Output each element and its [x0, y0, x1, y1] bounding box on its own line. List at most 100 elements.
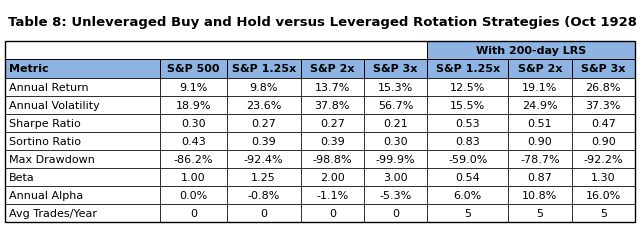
- Bar: [572, 60, 635, 79]
- Text: Metric: Metric: [9, 64, 49, 74]
- Bar: [364, 114, 428, 132]
- Text: -86.2%: -86.2%: [173, 154, 213, 164]
- Text: 15.3%: 15.3%: [378, 83, 413, 93]
- Bar: [227, 114, 301, 132]
- Bar: [428, 42, 635, 60]
- Text: 0.90: 0.90: [527, 136, 552, 146]
- Bar: [572, 204, 635, 222]
- Text: 56.7%: 56.7%: [378, 101, 413, 111]
- Text: Annual Volatility: Annual Volatility: [9, 101, 100, 111]
- Bar: [5, 132, 160, 150]
- Bar: [227, 150, 301, 168]
- Bar: [364, 168, 428, 186]
- Text: Sortino Ratio: Sortino Ratio: [9, 136, 81, 146]
- Bar: [508, 150, 572, 168]
- Text: 9.1%: 9.1%: [179, 83, 207, 93]
- Bar: [301, 168, 364, 186]
- Bar: [364, 204, 428, 222]
- Bar: [572, 168, 635, 186]
- Text: 0.30: 0.30: [181, 118, 205, 128]
- Bar: [364, 186, 428, 204]
- Bar: [5, 79, 160, 96]
- Text: -98.8%: -98.8%: [312, 154, 352, 164]
- Bar: [364, 96, 428, 114]
- Text: 13.7%: 13.7%: [315, 83, 350, 93]
- Bar: [227, 204, 301, 222]
- Text: 0: 0: [260, 208, 267, 218]
- Bar: [5, 60, 160, 79]
- Bar: [428, 132, 508, 150]
- Text: 0.83: 0.83: [456, 136, 480, 146]
- Text: 15.5%: 15.5%: [450, 101, 486, 111]
- Bar: [508, 186, 572, 204]
- Text: -5.3%: -5.3%: [380, 190, 412, 200]
- Text: S&P 1.25x: S&P 1.25x: [436, 64, 500, 74]
- Text: 1.30: 1.30: [591, 172, 616, 182]
- Bar: [301, 60, 364, 79]
- Bar: [5, 204, 160, 222]
- Bar: [5, 96, 160, 114]
- Text: S&P 2x: S&P 2x: [310, 64, 355, 74]
- Text: 18.9%: 18.9%: [175, 101, 211, 111]
- Bar: [428, 114, 508, 132]
- Bar: [428, 79, 508, 96]
- Bar: [572, 132, 635, 150]
- Text: Beta: Beta: [9, 172, 35, 182]
- Text: 0: 0: [392, 208, 399, 218]
- Text: 0.27: 0.27: [252, 118, 276, 128]
- Bar: [508, 60, 572, 79]
- Text: S&P 3x: S&P 3x: [581, 64, 625, 74]
- Text: 0.51: 0.51: [527, 118, 552, 128]
- Text: With 200-day LRS: With 200-day LRS: [476, 46, 586, 56]
- Bar: [508, 168, 572, 186]
- Bar: [160, 204, 227, 222]
- Text: 0.47: 0.47: [591, 118, 616, 128]
- Text: -78.7%: -78.7%: [520, 154, 560, 164]
- Bar: [508, 79, 572, 96]
- Text: 0: 0: [329, 208, 336, 218]
- Bar: [5, 42, 160, 60]
- Text: -59.0%: -59.0%: [448, 154, 488, 164]
- Bar: [428, 168, 508, 186]
- Bar: [364, 132, 428, 150]
- Bar: [364, 42, 428, 60]
- Bar: [301, 132, 364, 150]
- Text: 5: 5: [536, 208, 543, 218]
- Text: 0.39: 0.39: [252, 136, 276, 146]
- Text: -92.4%: -92.4%: [244, 154, 284, 164]
- Text: 0: 0: [190, 208, 196, 218]
- Text: Annual Alpha: Annual Alpha: [9, 190, 83, 200]
- Bar: [227, 96, 301, 114]
- Bar: [5, 114, 160, 132]
- Text: -0.8%: -0.8%: [248, 190, 280, 200]
- Bar: [5, 168, 160, 186]
- Text: Avg Trades/Year: Avg Trades/Year: [9, 208, 97, 218]
- Text: 5: 5: [600, 208, 607, 218]
- Text: S&P 3x: S&P 3x: [374, 64, 418, 74]
- Text: Table 8: Unleveraged Buy and Hold versus Leveraged Rotation Strategies (Oct 1928: Table 8: Unleveraged Buy and Hold versus…: [8, 16, 640, 29]
- Bar: [428, 204, 508, 222]
- Text: 37.3%: 37.3%: [586, 101, 621, 111]
- Bar: [160, 186, 227, 204]
- Bar: [227, 42, 301, 60]
- Bar: [428, 60, 508, 79]
- Bar: [160, 114, 227, 132]
- Bar: [160, 132, 227, 150]
- Text: 0.43: 0.43: [181, 136, 205, 146]
- Text: 0.90: 0.90: [591, 136, 616, 146]
- Text: Max Drawdown: Max Drawdown: [9, 154, 95, 164]
- Bar: [508, 204, 572, 222]
- Bar: [508, 132, 572, 150]
- Text: 9.8%: 9.8%: [250, 83, 278, 93]
- Bar: [227, 186, 301, 204]
- Text: 1.25: 1.25: [252, 172, 276, 182]
- Bar: [508, 114, 572, 132]
- Text: 26.8%: 26.8%: [586, 83, 621, 93]
- Bar: [364, 150, 428, 168]
- Bar: [572, 96, 635, 114]
- Bar: [364, 60, 428, 79]
- Bar: [5, 150, 160, 168]
- Bar: [364, 79, 428, 96]
- Bar: [301, 204, 364, 222]
- Bar: [160, 168, 227, 186]
